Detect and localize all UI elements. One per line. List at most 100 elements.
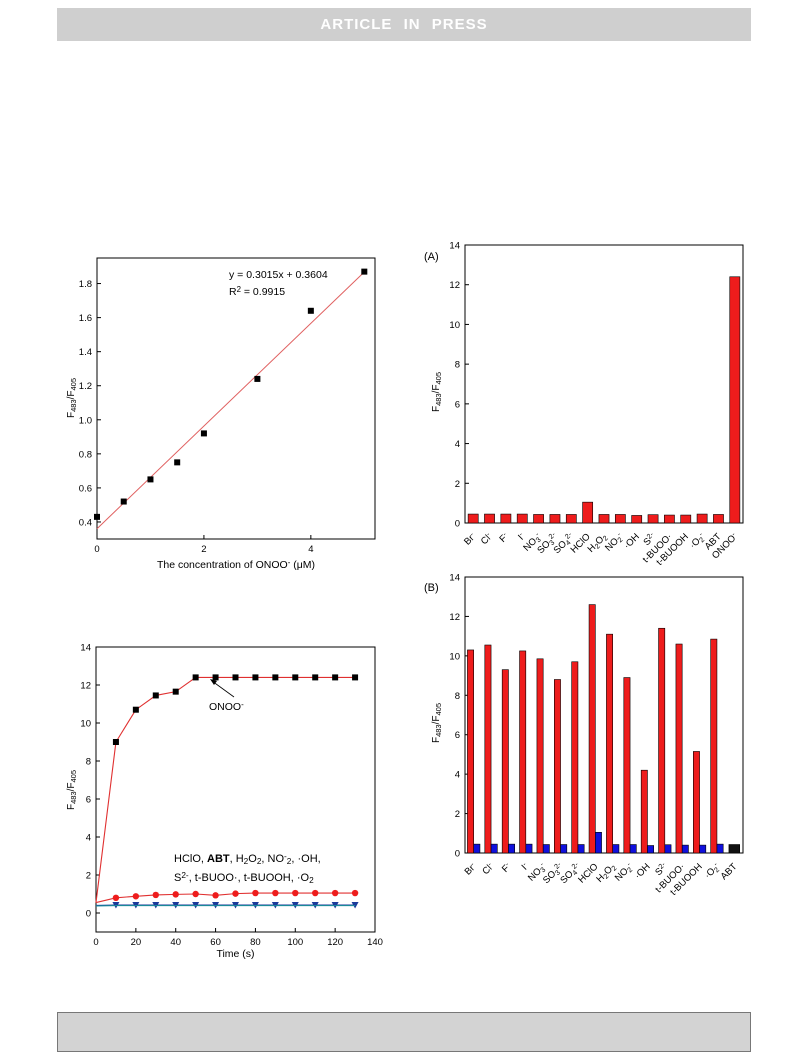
data-point (307, 307, 314, 314)
circle-marker (172, 891, 179, 898)
bar (501, 669, 509, 854)
y-tick-label: 4 (86, 833, 91, 844)
y-axis-label-text: F483/F405 (66, 378, 78, 418)
legend-line-1: HClO, ABT, H2O2, NO-2, ·OH, (174, 852, 321, 867)
square-marker (332, 674, 339, 681)
circle-marker (112, 894, 120, 901)
bar (577, 844, 585, 854)
circle-marker (351, 889, 359, 897)
bar (598, 514, 610, 524)
bar (467, 513, 479, 524)
series-line (95, 676, 356, 903)
y-tick-label: 0 (455, 849, 460, 860)
y-axis-label: F483/F405 (66, 378, 78, 418)
plot-frame (95, 646, 376, 933)
y-tick-label: 10 (449, 651, 460, 662)
category-text: I- (519, 860, 531, 872)
bar (560, 844, 568, 854)
category-label: Br- (462, 860, 479, 877)
y-tick-label: 14 (80, 643, 91, 654)
y-tick-label: 2 (455, 809, 460, 820)
y-tick-label: 12 (449, 280, 460, 291)
y-tick-label: 0.6 (79, 483, 92, 494)
circle-marker (252, 889, 259, 897)
y-tick-label: 1.2 (79, 381, 92, 392)
category-label: Cl- (479, 530, 493, 547)
bar (484, 513, 495, 524)
y-tick-label: 4 (455, 770, 460, 781)
x-tick-label: 80 (250, 937, 261, 948)
bar (606, 633, 613, 854)
bar (623, 677, 631, 854)
y-tick-label: 2 (455, 479, 460, 490)
y-tick-label: 4 (455, 439, 460, 450)
panel-label: (A) (424, 251, 439, 263)
x-tick-label: 0 (93, 937, 98, 948)
r-squared: R2 = 0.9915 (229, 285, 285, 298)
bar (565, 514, 577, 524)
annotation-arrow-line (211, 680, 235, 698)
y-tick-label: 0 (455, 519, 460, 530)
bar (595, 831, 602, 854)
panel-label: (B) (424, 582, 439, 594)
bar (729, 276, 741, 524)
y-tick-label: 0 (86, 909, 91, 920)
bar (467, 649, 474, 854)
circle-marker (331, 889, 339, 897)
circle-marker (272, 889, 279, 897)
y-tick-label: 6 (455, 730, 460, 741)
x-tick-label: 20 (131, 937, 142, 948)
y-tick-label: 12 (80, 681, 91, 692)
bar (582, 501, 594, 524)
bar (664, 844, 672, 854)
y-tick-label: 10 (80, 719, 91, 730)
y-tick-label: 8 (455, 691, 460, 702)
y-tick-label: 8 (86, 757, 91, 768)
category-text: Br- (462, 860, 479, 877)
x-axis-label: Time (s) (216, 948, 254, 960)
circle-marker (132, 893, 140, 900)
y-tick-label: 10 (449, 320, 460, 331)
bar (588, 604, 596, 854)
bar (614, 514, 626, 524)
footer-bar (57, 1012, 751, 1052)
bar (519, 650, 527, 854)
x-axis-label: The concentration of ONOO- (μM) (157, 558, 315, 571)
bar (629, 844, 637, 854)
category-text: Cl- (480, 860, 497, 877)
category-text: Br- (462, 530, 479, 547)
bar (728, 844, 740, 854)
bar (536, 658, 544, 854)
x-tick-label: 60 (210, 937, 221, 948)
fit-equation: y = 0.3015x + 0.3604 (229, 269, 328, 281)
x-tick-label: 2 (201, 544, 206, 555)
circle-marker (192, 890, 199, 898)
annotation-arrowhead (210, 679, 217, 685)
category-label: ·O2- (702, 860, 721, 881)
y-tick-label: 2 (86, 871, 91, 882)
plot-frame (96, 257, 376, 540)
square-marker (172, 688, 179, 695)
square-marker (272, 674, 279, 681)
x-tick-label: 4 (308, 544, 313, 555)
y-tick-label: 6 (455, 399, 460, 410)
y-axis-label-text: F483/F405 (66, 770, 78, 810)
bar (484, 644, 492, 854)
circle-marker (232, 890, 239, 897)
square-marker (192, 674, 199, 681)
y-tick-label: 1.8 (79, 279, 92, 290)
bar (525, 843, 533, 854)
y-axis-label-text: F483/F405 (431, 703, 443, 743)
data-point (200, 430, 207, 437)
x-tick-label: 120 (327, 937, 343, 948)
bar (473, 843, 481, 854)
y-axis-label: F483/F405 (431, 372, 443, 412)
x-tick-label: 40 (170, 937, 181, 948)
onoo-annotation: ONOO- (209, 700, 244, 713)
bar (664, 514, 675, 524)
bar (533, 514, 544, 524)
category-text: ·O2- (687, 530, 709, 552)
bar (549, 514, 561, 524)
